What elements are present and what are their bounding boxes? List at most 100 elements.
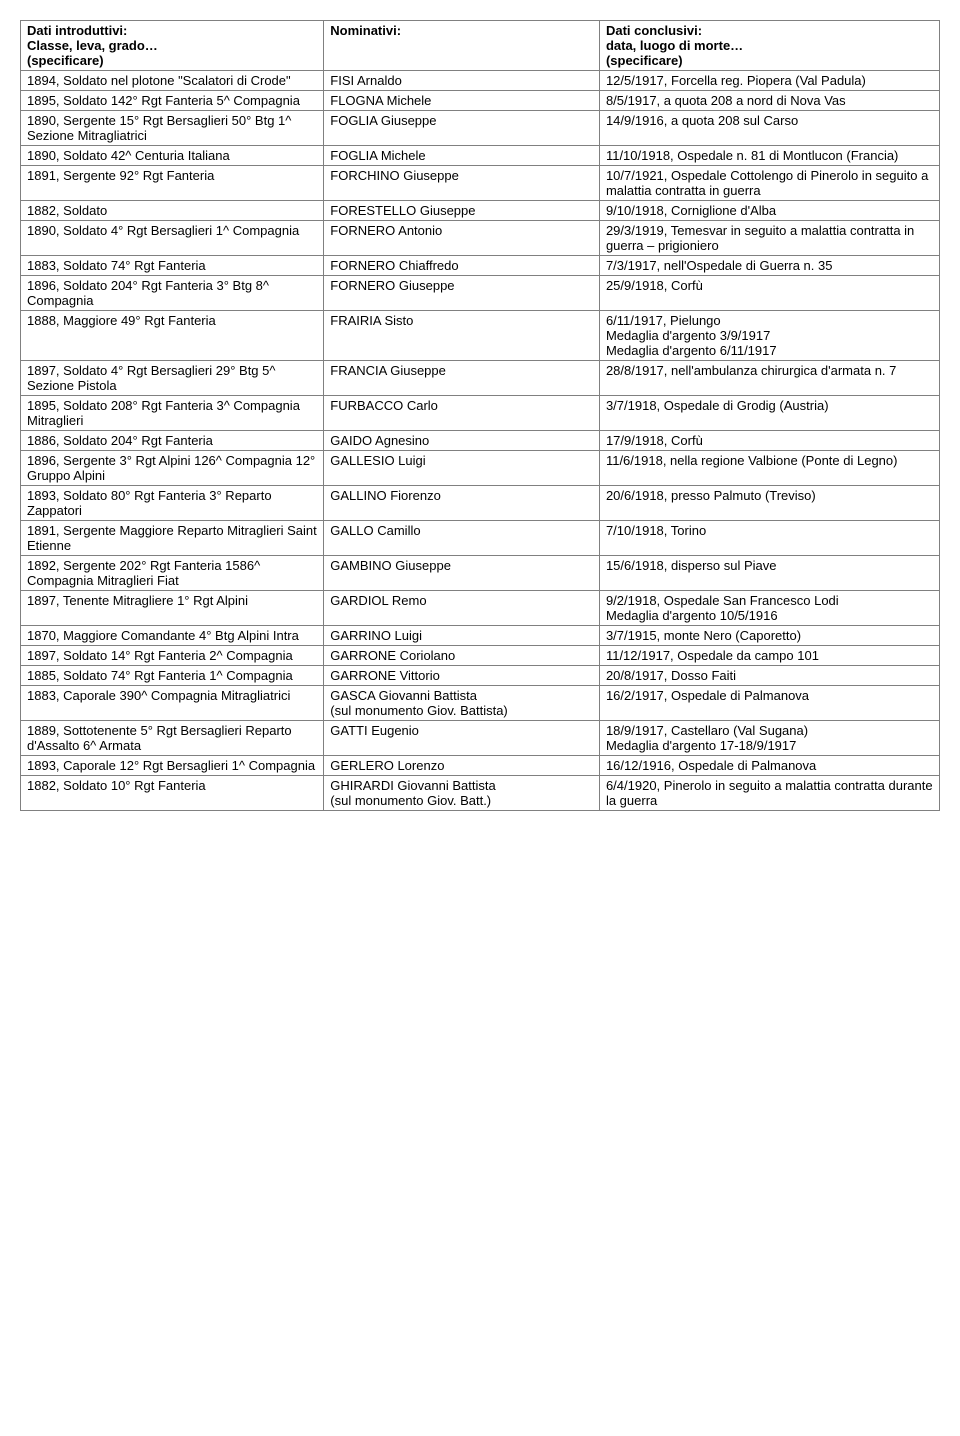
table-cell: 1889, Sottotenente 5° Rgt Bersaglieri Re… bbox=[21, 721, 324, 756]
table-cell: FORNERO Giuseppe bbox=[324, 276, 600, 311]
table-cell: 1883, Soldato 74° Rgt Fanteria bbox=[21, 256, 324, 276]
table-cell: GARRONE Coriolano bbox=[324, 646, 600, 666]
header-col1-line1: Dati introduttivi: bbox=[27, 23, 127, 38]
table-cell: GALLO Camillo bbox=[324, 521, 600, 556]
table-row: 1894, Soldato nel plotone "Scalatori di … bbox=[21, 71, 940, 91]
table-cell: 1890, Soldato 42^ Centuria Italiana bbox=[21, 146, 324, 166]
table-cell: 15/6/1918, disperso sul Piave bbox=[599, 556, 939, 591]
table-cell: 10/7/1921, Ospedale Cottolengo di Pinero… bbox=[599, 166, 939, 201]
table-row: 1882, SoldatoFORESTELLO Giuseppe9/10/191… bbox=[21, 201, 940, 221]
table-cell: 1896, Soldato 204° Rgt Fanteria 3° Btg 8… bbox=[21, 276, 324, 311]
table-row: 1891, Sergente 92° Rgt FanteriaFORCHINO … bbox=[21, 166, 940, 201]
table-cell: 1897, Tenente Mitragliere 1° Rgt Alpini bbox=[21, 591, 324, 626]
table-row: 1882, Soldato 10° Rgt FanteriaGHIRARDI G… bbox=[21, 776, 940, 811]
table-row: 1885, Soldato 74° Rgt Fanteria 1^ Compag… bbox=[21, 666, 940, 686]
table-row: 1895, Soldato 208° Rgt Fanteria 3^ Compa… bbox=[21, 396, 940, 431]
header-col1-line3: (specificare) bbox=[27, 53, 104, 68]
table-cell: GATTI Eugenio bbox=[324, 721, 600, 756]
table-cell: 1882, Soldato bbox=[21, 201, 324, 221]
header-col1-line2: Classe, leva, grado… bbox=[27, 38, 158, 53]
table-cell: FRAIRIA Sisto bbox=[324, 311, 600, 361]
table-row: 1886, Soldato 204° Rgt FanteriaGAIDO Agn… bbox=[21, 431, 940, 451]
table-cell: 3/7/1915, monte Nero (Caporetto) bbox=[599, 626, 939, 646]
table-row: 1889, Sottotenente 5° Rgt Bersaglieri Re… bbox=[21, 721, 940, 756]
table-cell: FRANCIA Giuseppe bbox=[324, 361, 600, 396]
header-col2: Nominativi: bbox=[324, 21, 600, 71]
table-cell: 7/3/1917, nell'Ospedale di Guerra n. 35 bbox=[599, 256, 939, 276]
table-cell: GARRINO Luigi bbox=[324, 626, 600, 646]
table-cell: 1890, Sergente 15° Rgt Bersaglieri 50° B… bbox=[21, 111, 324, 146]
header-col3-line1: Dati conclusivi: bbox=[606, 23, 702, 38]
table-body: 1894, Soldato nel plotone "Scalatori di … bbox=[21, 71, 940, 811]
table-row: 1896, Soldato 204° Rgt Fanteria 3° Btg 8… bbox=[21, 276, 940, 311]
table-row: 1897, Tenente Mitragliere 1° Rgt AlpiniG… bbox=[21, 591, 940, 626]
table-cell: GERLERO Lorenzo bbox=[324, 756, 600, 776]
table-cell: 7/10/1918, Torino bbox=[599, 521, 939, 556]
table-row: 1883, Caporale 390^ Compagnia Mitragliat… bbox=[21, 686, 940, 721]
table-row: 1896, Sergente 3° Rgt Alpini 126^ Compag… bbox=[21, 451, 940, 486]
table-cell: FORNERO Chiaffredo bbox=[324, 256, 600, 276]
table-cell: 9/10/1918, Corniglione d'Alba bbox=[599, 201, 939, 221]
table-cell: FORESTELLO Giuseppe bbox=[324, 201, 600, 221]
table-cell: 1893, Soldato 80° Rgt Fanteria 3° Repart… bbox=[21, 486, 324, 521]
table-cell: 1895, Soldato 142° Rgt Fanteria 5^ Compa… bbox=[21, 91, 324, 111]
table-cell: 1897, Soldato 4° Rgt Bersaglieri 29° Btg… bbox=[21, 361, 324, 396]
table-cell: 9/2/1918, Ospedale San Francesco LodiMed… bbox=[599, 591, 939, 626]
table-cell: 8/5/1917, a quota 208 a nord di Nova Vas bbox=[599, 91, 939, 111]
header-col3-line2: data, luogo di morte… bbox=[606, 38, 743, 53]
table-cell: GALLESIO Luigi bbox=[324, 451, 600, 486]
table-cell: 29/3/1919, Temesvar in seguito a malatti… bbox=[599, 221, 939, 256]
table-cell: GARRONE Vittorio bbox=[324, 666, 600, 686]
header-col3-line3: (specificare) bbox=[606, 53, 683, 68]
table-cell: 18/9/1917, Castellaro (Val Sugana)Medagl… bbox=[599, 721, 939, 756]
table-cell: 1885, Soldato 74° Rgt Fanteria 1^ Compag… bbox=[21, 666, 324, 686]
table-cell: 6/11/1917, PielungoMedaglia d'argento 3/… bbox=[599, 311, 939, 361]
table-cell: FOGLIA Giuseppe bbox=[324, 111, 600, 146]
table-cell: FISI Arnaldo bbox=[324, 71, 600, 91]
table-row: 1892, Sergente 202° Rgt Fanteria 1586^ C… bbox=[21, 556, 940, 591]
table-row: 1890, Soldato 4° Rgt Bersaglieri 1^ Comp… bbox=[21, 221, 940, 256]
table-cell: 16/12/1916, Ospedale di Palmanova bbox=[599, 756, 939, 776]
table-cell: 1892, Sergente 202° Rgt Fanteria 1586^ C… bbox=[21, 556, 324, 591]
header-col1: Dati introduttivi: Classe, leva, grado… … bbox=[21, 21, 324, 71]
table-row: 1888, Maggiore 49° Rgt FanteriaFRAIRIA S… bbox=[21, 311, 940, 361]
table-cell: 17/9/1918, Corfù bbox=[599, 431, 939, 451]
header-col2-line1: Nominativi: bbox=[330, 23, 401, 38]
table-cell: 20/8/1917, Dosso Faiti bbox=[599, 666, 939, 686]
table-cell: 1888, Maggiore 49° Rgt Fanteria bbox=[21, 311, 324, 361]
table-cell: 14/9/1916, a quota 208 sul Carso bbox=[599, 111, 939, 146]
table-cell: GALLINO Fiorenzo bbox=[324, 486, 600, 521]
table-cell: FOGLIA Michele bbox=[324, 146, 600, 166]
table-row: 1897, Soldato 14° Rgt Fanteria 2^ Compag… bbox=[21, 646, 940, 666]
table-cell: 12/5/1917, Forcella reg. Piopera (Val Pa… bbox=[599, 71, 939, 91]
table-row: 1893, Soldato 80° Rgt Fanteria 3° Repart… bbox=[21, 486, 940, 521]
table-row: 1895, Soldato 142° Rgt Fanteria 5^ Compa… bbox=[21, 91, 940, 111]
table-cell: 20/6/1918, presso Palmuto (Treviso) bbox=[599, 486, 939, 521]
table-cell: 1891, Sergente Maggiore Reparto Mitragli… bbox=[21, 521, 324, 556]
table-row: 1870, Maggiore Comandante 4° Btg Alpini … bbox=[21, 626, 940, 646]
table-cell: 3/7/1918, Ospedale di Grodig (Austria) bbox=[599, 396, 939, 431]
table-cell: 1883, Caporale 390^ Compagnia Mitragliat… bbox=[21, 686, 324, 721]
table-cell: GARDIOL Remo bbox=[324, 591, 600, 626]
table-cell: 16/2/1917, Ospedale di Palmanova bbox=[599, 686, 939, 721]
table-cell: FLOGNA Michele bbox=[324, 91, 600, 111]
table-cell: 1896, Sergente 3° Rgt Alpini 126^ Compag… bbox=[21, 451, 324, 486]
table-cell: GAMBINO Giuseppe bbox=[324, 556, 600, 591]
table-cell: 11/10/1918, Ospedale n. 81 di Montlucon … bbox=[599, 146, 939, 166]
table-cell: FORNERO Antonio bbox=[324, 221, 600, 256]
table-cell: GAIDO Agnesino bbox=[324, 431, 600, 451]
table-cell: 1891, Sergente 92° Rgt Fanteria bbox=[21, 166, 324, 201]
table-row: 1893, Caporale 12° Rgt Bersaglieri 1^ Co… bbox=[21, 756, 940, 776]
header-col3: Dati conclusivi: data, luogo di morte… (… bbox=[599, 21, 939, 71]
table-cell: 1897, Soldato 14° Rgt Fanteria 2^ Compag… bbox=[21, 646, 324, 666]
table-row: 1897, Soldato 4° Rgt Bersaglieri 29° Btg… bbox=[21, 361, 940, 396]
table-cell: 6/4/1920, Pinerolo in seguito a malattia… bbox=[599, 776, 939, 811]
table-cell: 1870, Maggiore Comandante 4° Btg Alpini … bbox=[21, 626, 324, 646]
table-cell: 1882, Soldato 10° Rgt Fanteria bbox=[21, 776, 324, 811]
table-row: 1890, Soldato 42^ Centuria ItalianaFOGLI… bbox=[21, 146, 940, 166]
table-cell: 1894, Soldato nel plotone "Scalatori di … bbox=[21, 71, 324, 91]
table-row: 1890, Sergente 15° Rgt Bersaglieri 50° B… bbox=[21, 111, 940, 146]
table-cell: GHIRARDI Giovanni Battista(sul monumento… bbox=[324, 776, 600, 811]
table-cell: 1890, Soldato 4° Rgt Bersaglieri 1^ Comp… bbox=[21, 221, 324, 256]
table-cell: 25/9/1918, Corfù bbox=[599, 276, 939, 311]
